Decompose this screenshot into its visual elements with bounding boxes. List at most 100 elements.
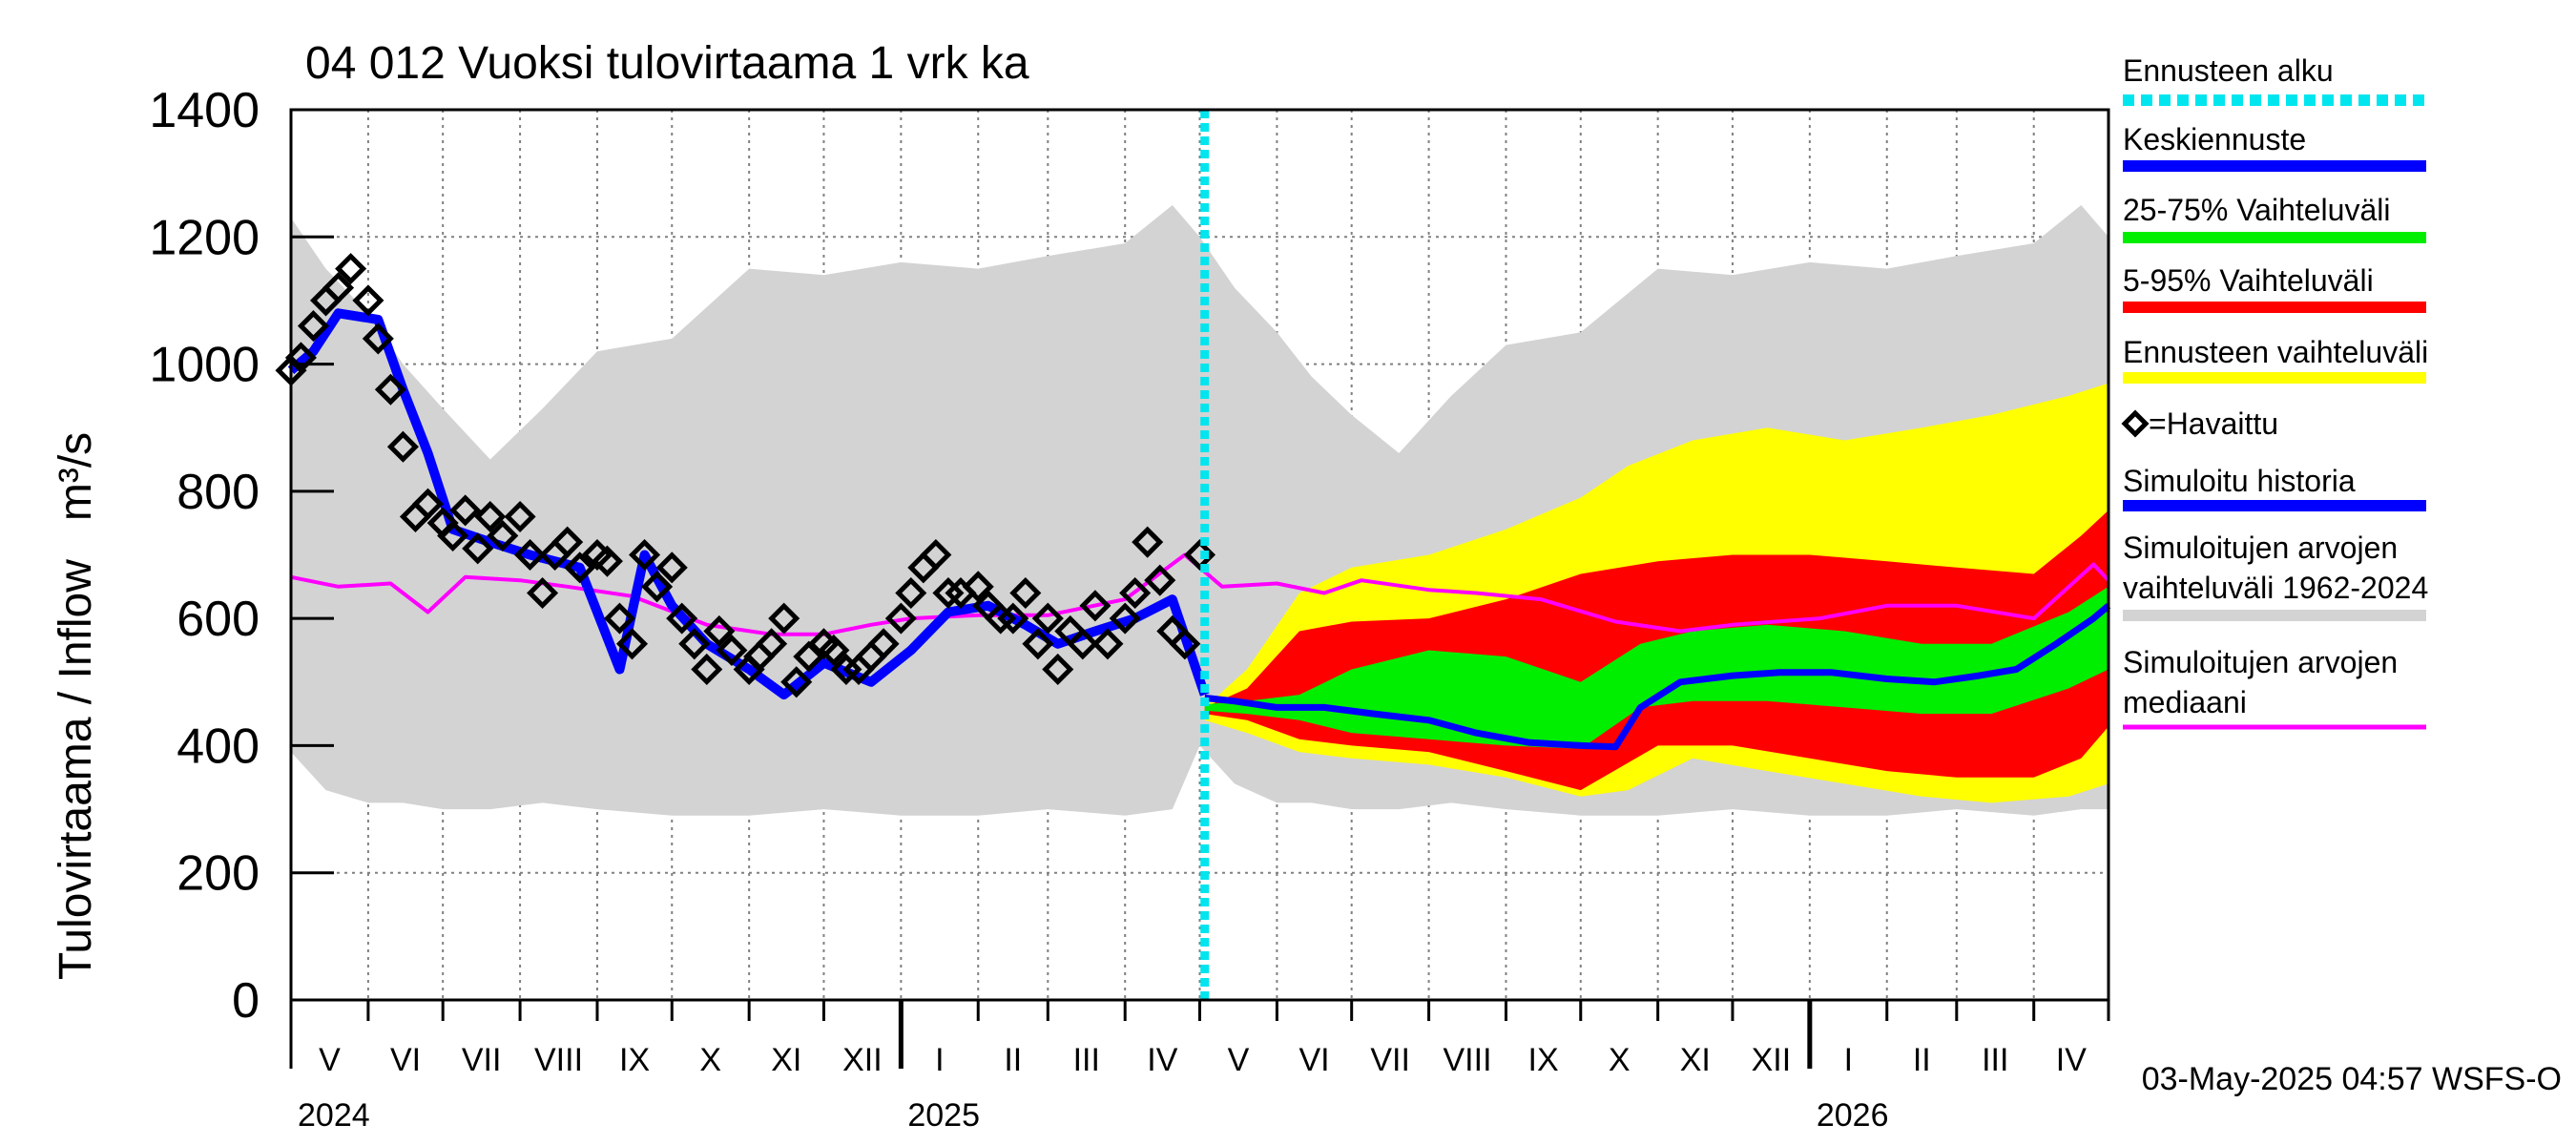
observed-point-15 xyxy=(462,532,494,565)
y-axis: 0 200 400 600 800 1000 1200 1400 xyxy=(149,83,334,1029)
observed-point-26 xyxy=(603,602,636,635)
observed-point-48 xyxy=(884,602,917,635)
legend-label-sim-range-0: Simuloitujen arvojen xyxy=(2123,531,2398,565)
x-month-label-12: V xyxy=(1228,1042,1250,1078)
x-month-label-5: X xyxy=(699,1042,721,1078)
observed-point-22 xyxy=(551,526,584,558)
observed-point-33 xyxy=(691,653,723,685)
x-month-label-19: XII xyxy=(1752,1042,1792,1078)
observed-point-58 xyxy=(1009,576,1042,610)
observed-point-23 xyxy=(564,552,596,584)
legend-label-sim-median-1: mediaani xyxy=(2123,685,2247,719)
observed-point-43 xyxy=(818,634,850,666)
x-axis: V VI VII VIII IX X XI XII I II III IV V VI VII VIII IX X X… xyxy=(289,1000,2110,1134)
x-month-label-6: XI xyxy=(771,1042,801,1078)
x-month-label-15: VIII xyxy=(1444,1042,1492,1078)
x-month-label-10: III xyxy=(1073,1042,1100,1078)
observed-point-2 xyxy=(297,310,330,343)
observed-point-17 xyxy=(487,519,519,552)
x-year-label-2: 2026 xyxy=(1817,1097,1889,1134)
observed-point-44 xyxy=(830,653,862,685)
y-tick-label-3: 600 xyxy=(177,592,260,647)
legend-label-sim-median-0: Simuloitujen arvojen xyxy=(2123,645,2398,679)
observed-point-38 xyxy=(756,628,788,660)
observed-point-20 xyxy=(527,576,559,610)
legend-label-sim-history: Simuloitu historia xyxy=(2123,464,2356,498)
observed-point-27 xyxy=(615,628,649,660)
legend-label-observed: =Havaittu xyxy=(2149,406,2278,441)
y-tick-label-5: 1000 xyxy=(149,338,260,393)
observed-point-19 xyxy=(513,538,547,572)
legend: Ennusteen alku Keskiennuste 25-75% Vaihtel… xyxy=(2121,53,2428,730)
observed-point-59 xyxy=(1022,628,1054,660)
observed-point-7 xyxy=(362,323,394,355)
x-month-label-14: VII xyxy=(1370,1042,1410,1078)
y-tick-label-6: 1200 xyxy=(149,210,260,265)
legend-label-forecast-range: Ennusteen vaihteluväli xyxy=(2123,335,2428,369)
x-month-label-20: I xyxy=(1844,1042,1853,1078)
x-month-label-2: VII xyxy=(462,1042,502,1078)
observed-point-68 xyxy=(1132,526,1164,558)
observed-point-40 xyxy=(780,666,813,698)
observed-point-39 xyxy=(768,602,800,635)
observed-point-5 xyxy=(335,253,367,285)
x-year-label-1: 2025 xyxy=(907,1097,980,1134)
observed-point-69 xyxy=(1144,564,1176,596)
x-month-label-4: IX xyxy=(619,1042,650,1078)
observed-point-32 xyxy=(678,628,711,660)
x-month-label-1: VI xyxy=(390,1042,421,1078)
x-month-label-22: III xyxy=(1982,1042,2008,1078)
y-tick-label-4: 800 xyxy=(177,465,260,520)
observed-point-16 xyxy=(474,500,507,533)
x-month-label-7: XII xyxy=(842,1042,883,1078)
observed-point-25 xyxy=(591,545,623,577)
x-month-label-9: II xyxy=(1004,1042,1022,1078)
observed-point-61 xyxy=(1042,653,1074,685)
mean-forecast-line xyxy=(1204,603,2111,751)
observed-point-52 xyxy=(932,576,965,610)
legend-label-p25-75: 25-75% Vaihteluväli xyxy=(2123,193,2390,227)
x-month-label-11: IV xyxy=(1147,1042,1177,1078)
observed-point-35 xyxy=(716,634,748,666)
p25-75-area xyxy=(1204,586,2109,749)
observed-point-31 xyxy=(666,602,698,635)
observed-point-18 xyxy=(504,500,536,533)
observed-point-56 xyxy=(985,602,1017,635)
legend-label-p5-95: 5-95% Vaihteluväli xyxy=(2123,263,2374,298)
observed-point-49 xyxy=(895,576,927,610)
observed-point-60 xyxy=(1031,602,1064,635)
x-month-label-0: V xyxy=(319,1042,341,1078)
observed-point-1 xyxy=(284,342,317,374)
observed-point-54 xyxy=(962,571,994,603)
observed-point-29 xyxy=(641,571,674,603)
observed-point-28 xyxy=(629,538,661,572)
observed-point-57 xyxy=(997,602,1029,635)
observed-point-63 xyxy=(1067,628,1099,660)
observed-point-14 xyxy=(449,494,482,527)
observed-markers xyxy=(275,253,1216,698)
y-tick-label-1: 200 xyxy=(177,846,260,902)
observed-point-71 xyxy=(1169,628,1201,660)
chart-title: 04 012 Vuoksi tulovirtaama 1 vrk ka xyxy=(305,38,1029,89)
observed-point-47 xyxy=(867,628,900,660)
legend-marker-observed xyxy=(2121,409,2150,438)
x-month-label-8: I xyxy=(935,1042,944,1078)
observed-point-51 xyxy=(920,538,952,572)
observed-point-9 xyxy=(386,430,419,463)
x-month-label-13: VI xyxy=(1298,1042,1329,1078)
observed-point-13 xyxy=(437,519,469,552)
observed-point-66 xyxy=(1109,602,1141,635)
observed-point-34 xyxy=(703,614,736,648)
y-axis-label-text: Tulovirtaama / Inflow m³/s xyxy=(51,432,101,980)
y-tick-label-0: 0 xyxy=(232,973,260,1029)
x-month-label-3: VIII xyxy=(534,1042,583,1078)
y-tick-label-7: 1400 xyxy=(149,83,260,138)
observed-point-64 xyxy=(1079,590,1111,622)
observed-point-30 xyxy=(655,552,688,584)
legend-label-forecast-start: Ennusteen alku xyxy=(2123,53,2334,88)
y-axis-label: Tulovirtaama / Inflow m³/s xyxy=(51,432,101,980)
legend-label-sim-range-1: vaihteluväli 1962-2024 xyxy=(2123,571,2428,605)
x-month-label-16: IX xyxy=(1528,1042,1559,1078)
x-month-label-23: IV xyxy=(2056,1042,2087,1078)
